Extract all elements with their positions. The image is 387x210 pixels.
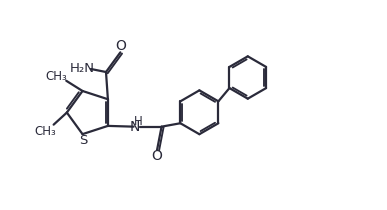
- Text: N: N: [130, 120, 140, 134]
- Text: H₂N: H₂N: [70, 62, 95, 75]
- Text: S: S: [79, 134, 87, 147]
- Text: CH₃: CH₃: [34, 125, 56, 138]
- Text: O: O: [116, 39, 127, 53]
- Text: CH₃: CH₃: [46, 70, 67, 83]
- Text: H: H: [134, 115, 143, 128]
- Text: O: O: [151, 149, 162, 163]
